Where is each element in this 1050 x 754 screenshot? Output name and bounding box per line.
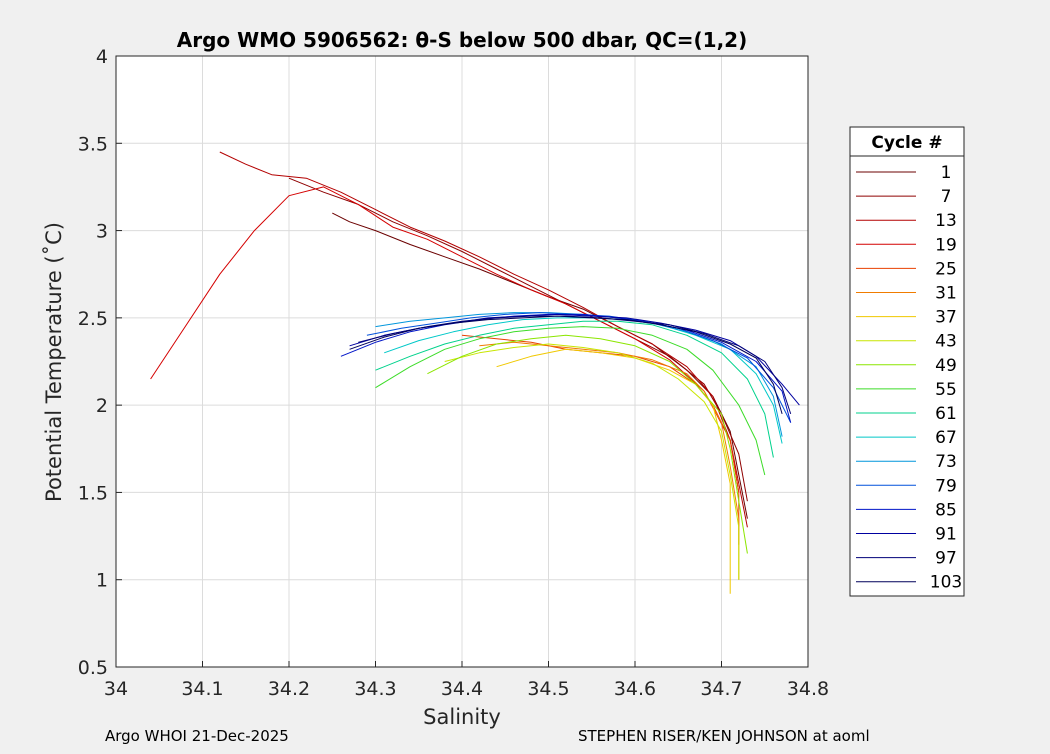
series-line-cycle-7 (288, 177, 748, 502)
y-tick-label: 1.5 (78, 482, 108, 504)
x-tick-label: 34.2 (268, 678, 310, 700)
legend-label-cycle-49: 49 (935, 356, 957, 376)
y-tick-label: 3 (96, 221, 108, 243)
legend-label-cycle-67: 67 (935, 428, 957, 448)
series-line-cycle-25 (461, 334, 740, 545)
legend-label-cycle-31: 31 (935, 284, 957, 304)
legend-label-cycle-13: 13 (935, 211, 957, 231)
y-tick-label: 1 (96, 570, 108, 592)
legend-items: 1 7 13 19 25 31 37 43 49 55 61 67 73 79 85 91 97 103 (856, 163, 962, 593)
x-axis-label: Salinity (423, 705, 501, 729)
legend: Cycle # 1 7 13 19 25 31 37 43 49 55 61 67 73 79 85 91 97… (849, 126, 965, 597)
legend-label-cycle-19: 19 (935, 235, 957, 255)
x-tick-label: 34.3 (354, 678, 396, 700)
legend-box (849, 126, 965, 597)
series-line-cycle-103 (349, 315, 783, 415)
legend-label-cycle-97: 97 (935, 549, 957, 569)
legend-title: Cycle # (871, 133, 942, 153)
x-tick-label: 34.5 (527, 678, 569, 700)
y-tick-label: 2 (96, 395, 108, 417)
legend-label-cycle-7: 7 (941, 187, 952, 207)
series-line-cycle-37 (496, 348, 731, 594)
footer-left: Argo WHOI 21-Dec-2025 (105, 727, 289, 745)
legend-label-cycle-61: 61 (935, 404, 957, 424)
series-line-cycle-61 (375, 320, 774, 458)
legend-label-cycle-55: 55 (935, 380, 957, 400)
x-axis: 34 34.1 34.2 34.3 34.4 34.5 34.6 34.7 34.8 (104, 661, 829, 700)
series-line-cycle-13 (219, 151, 748, 528)
legend-label-cycle-43: 43 (935, 332, 957, 352)
y-tick-label: 0.5 (78, 657, 108, 679)
legend-label-cycle-73: 73 (935, 452, 957, 472)
y-tick-label: 4 (96, 46, 108, 68)
x-tick-label: 34.7 (700, 678, 742, 700)
legend-label-cycle-91: 91 (935, 525, 957, 545)
y-axis-label: Potential Temperature (˚C) (42, 222, 66, 502)
legend-label-cycle-79: 79 (935, 476, 957, 496)
y-tick-label: 3.5 (78, 133, 108, 155)
chart-title: Argo WMO 5906562: θ-S below 500 dbar, QC… (177, 28, 747, 52)
y-axis: 0.5 1 1.5 2 2.5 3 3.5 4 (78, 46, 122, 679)
x-tick-label: 34.8 (787, 678, 829, 700)
legend-label-cycle-103: 103 (930, 573, 962, 593)
series-line-cycle-49 (427, 334, 748, 554)
series-line-cycle-31 (479, 341, 740, 580)
series-line-cycle-19 (150, 186, 740, 493)
legend-label-cycle-1: 1 (941, 163, 952, 183)
series-layer (150, 151, 800, 594)
x-tick-label: 34.4 (441, 678, 483, 700)
series-line-cycle-43 (444, 343, 740, 580)
legend-label-cycle-85: 85 (935, 500, 957, 520)
series-line-cycle-55 (375, 326, 766, 476)
legend-label-cycle-37: 37 (935, 308, 957, 328)
x-tick-label: 34.6 (614, 678, 656, 700)
x-tick-label: 34 (104, 678, 128, 700)
x-tick-label: 34.1 (181, 678, 223, 700)
series-line-cycle-85 (340, 313, 792, 423)
y-tick-label: 2.5 (78, 308, 108, 330)
legend-label-cycle-25: 25 (935, 259, 957, 279)
footer-right: STEPHEN RISER/KEN JOHNSON at aoml (578, 727, 870, 745)
